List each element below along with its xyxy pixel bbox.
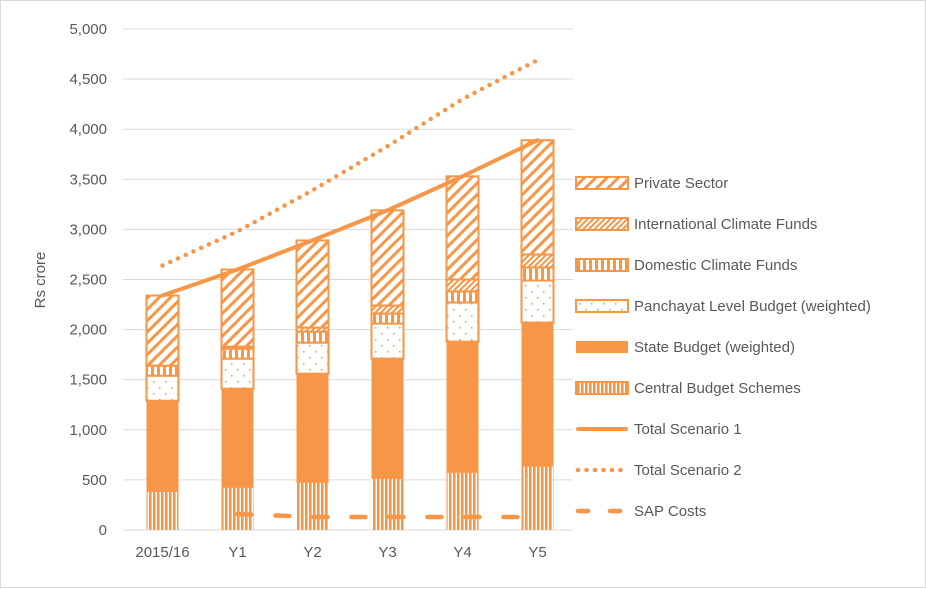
line-total-scenario-1	[160, 138, 540, 298]
bar-segment-domestic-climate-funds	[370, 312, 405, 325]
legend-item: International Climate Funds	[575, 216, 817, 233]
y-tick-label: 5,000	[69, 21, 107, 38]
bar-segment-state-budget-weighted	[371, 358, 404, 479]
y-tick-label: 3,500	[69, 171, 107, 188]
bar-segment-private-sector	[445, 175, 480, 281]
x-tick-label: 2015/16	[135, 544, 189, 561]
bar-segment-international-climate-funds	[445, 278, 480, 293]
x-tick-label: Y2	[303, 544, 321, 561]
y-tick-label: 0	[99, 522, 107, 539]
bar-segment-private-sector	[145, 294, 180, 367]
legend-swatch	[575, 299, 629, 313]
line-sap-costs	[235, 511, 540, 520]
legend-swatch	[575, 381, 629, 395]
y-axis-ticks: 0 500 1,000 1,500 2,000 2,500 3,000 3,500 4,000 4…	[69, 21, 107, 539]
bar-segment-panchayat-level-budget-weighted	[520, 279, 555, 324]
bar-segment-central-budget-schemes	[296, 482, 329, 530]
bar-segment-panchayat-level-budget-weighted	[445, 301, 480, 343]
bar-segment-panchayat-level-budget-weighted	[220, 357, 255, 390]
bar-segment-private-sector	[295, 239, 330, 329]
legend-item: SAP Costs	[575, 503, 706, 520]
legend-label: SAP Costs	[634, 503, 706, 520]
legend-label: Private Sector	[634, 175, 728, 192]
legend-label: Panchayat Level Budget (weighted)	[634, 298, 871, 315]
gridlines	[123, 28, 573, 531]
legend-swatch	[575, 176, 629, 190]
y-axis-title: Rs crore	[32, 252, 49, 309]
x-tick-label: Y5	[528, 544, 546, 561]
legend-label: Total Scenario 1	[634, 421, 742, 438]
legend-item: Total Scenario 1	[576, 421, 742, 438]
bar-segment-domestic-climate-funds	[445, 290, 480, 304]
legend-item: Panchayat Level Budget (weighted)	[575, 298, 871, 315]
lines	[160, 57, 540, 520]
bar-segment-central-budget-schemes	[221, 487, 254, 530]
y-tick-label: 1,000	[69, 422, 107, 439]
legend-label: Central Budget Schemes	[634, 380, 801, 397]
y-tick-label: 2,500	[69, 272, 107, 289]
y-tick-label: 4,000	[69, 121, 107, 138]
legend-item: Total Scenario 2	[575, 462, 742, 479]
legend-item: Domestic Climate Funds	[575, 257, 797, 274]
bar-segment-central-budget-schemes	[146, 491, 179, 530]
legend-label: State Budget (weighted)	[634, 339, 795, 356]
legend-item: Central Budget Schemes	[575, 380, 801, 397]
x-tick-label: Y3	[378, 544, 396, 561]
bar-segment-international-climate-funds	[370, 304, 405, 315]
legend-label: International Climate Funds	[634, 216, 817, 233]
bar-segment-central-budget-schemes	[446, 472, 479, 530]
bar-segment-state-budget-weighted	[521, 322, 554, 467]
bar-segment-domestic-climate-funds	[145, 364, 180, 377]
bar-segment-domestic-climate-funds	[220, 347, 255, 360]
x-tick-label: Y4	[453, 544, 471, 561]
bar-segment-central-budget-schemes	[521, 466, 554, 530]
legend-item: Private Sector	[575, 175, 728, 192]
bar-segment-state-budget-weighted	[296, 373, 329, 483]
legend: Private Sector International Climate Fund…	[575, 175, 871, 520]
bar-segment-domestic-climate-funds	[295, 330, 330, 344]
legend-item: State Budget (weighted)	[576, 339, 795, 356]
bar-segment-panchayat-level-budget-weighted	[145, 374, 180, 402]
x-tick-label: Y1	[228, 544, 246, 561]
legend-swatch	[575, 258, 629, 272]
y-tick-label: 2,000	[69, 322, 107, 339]
bar-segment-international-climate-funds	[520, 253, 555, 269]
legend-swatch	[575, 217, 629, 231]
y-tick-label: 500	[82, 472, 107, 489]
y-tick-label: 4,500	[69, 71, 107, 88]
bar-segment-state-budget-weighted	[446, 341, 479, 473]
bars	[145, 139, 555, 530]
x-axis-ticks: 2015/16 Y1 Y2 Y3 Y4 Y5	[135, 544, 546, 561]
bar-segment-private-sector	[370, 209, 405, 307]
bar-segment-private-sector	[520, 139, 555, 256]
bar-segment-state-budget-weighted	[221, 388, 254, 488]
bar-segment-panchayat-level-budget-weighted	[370, 322, 405, 360]
legend-label: Domestic Climate Funds	[634, 257, 797, 274]
legend-swatch	[576, 341, 628, 353]
bar-segment-state-budget-weighted	[146, 400, 179, 492]
bar-segment-private-sector	[220, 268, 255, 348]
line-total-scenario-2	[160, 57, 540, 268]
legend-label: Total Scenario 2	[634, 462, 742, 479]
y-tick-label: 3,000	[69, 221, 107, 238]
y-tick-label: 1,500	[69, 372, 107, 389]
bar-segment-central-budget-schemes	[371, 478, 404, 530]
bar-segment-panchayat-level-budget-weighted	[295, 341, 330, 375]
bar-segment-domestic-climate-funds	[520, 266, 555, 282]
